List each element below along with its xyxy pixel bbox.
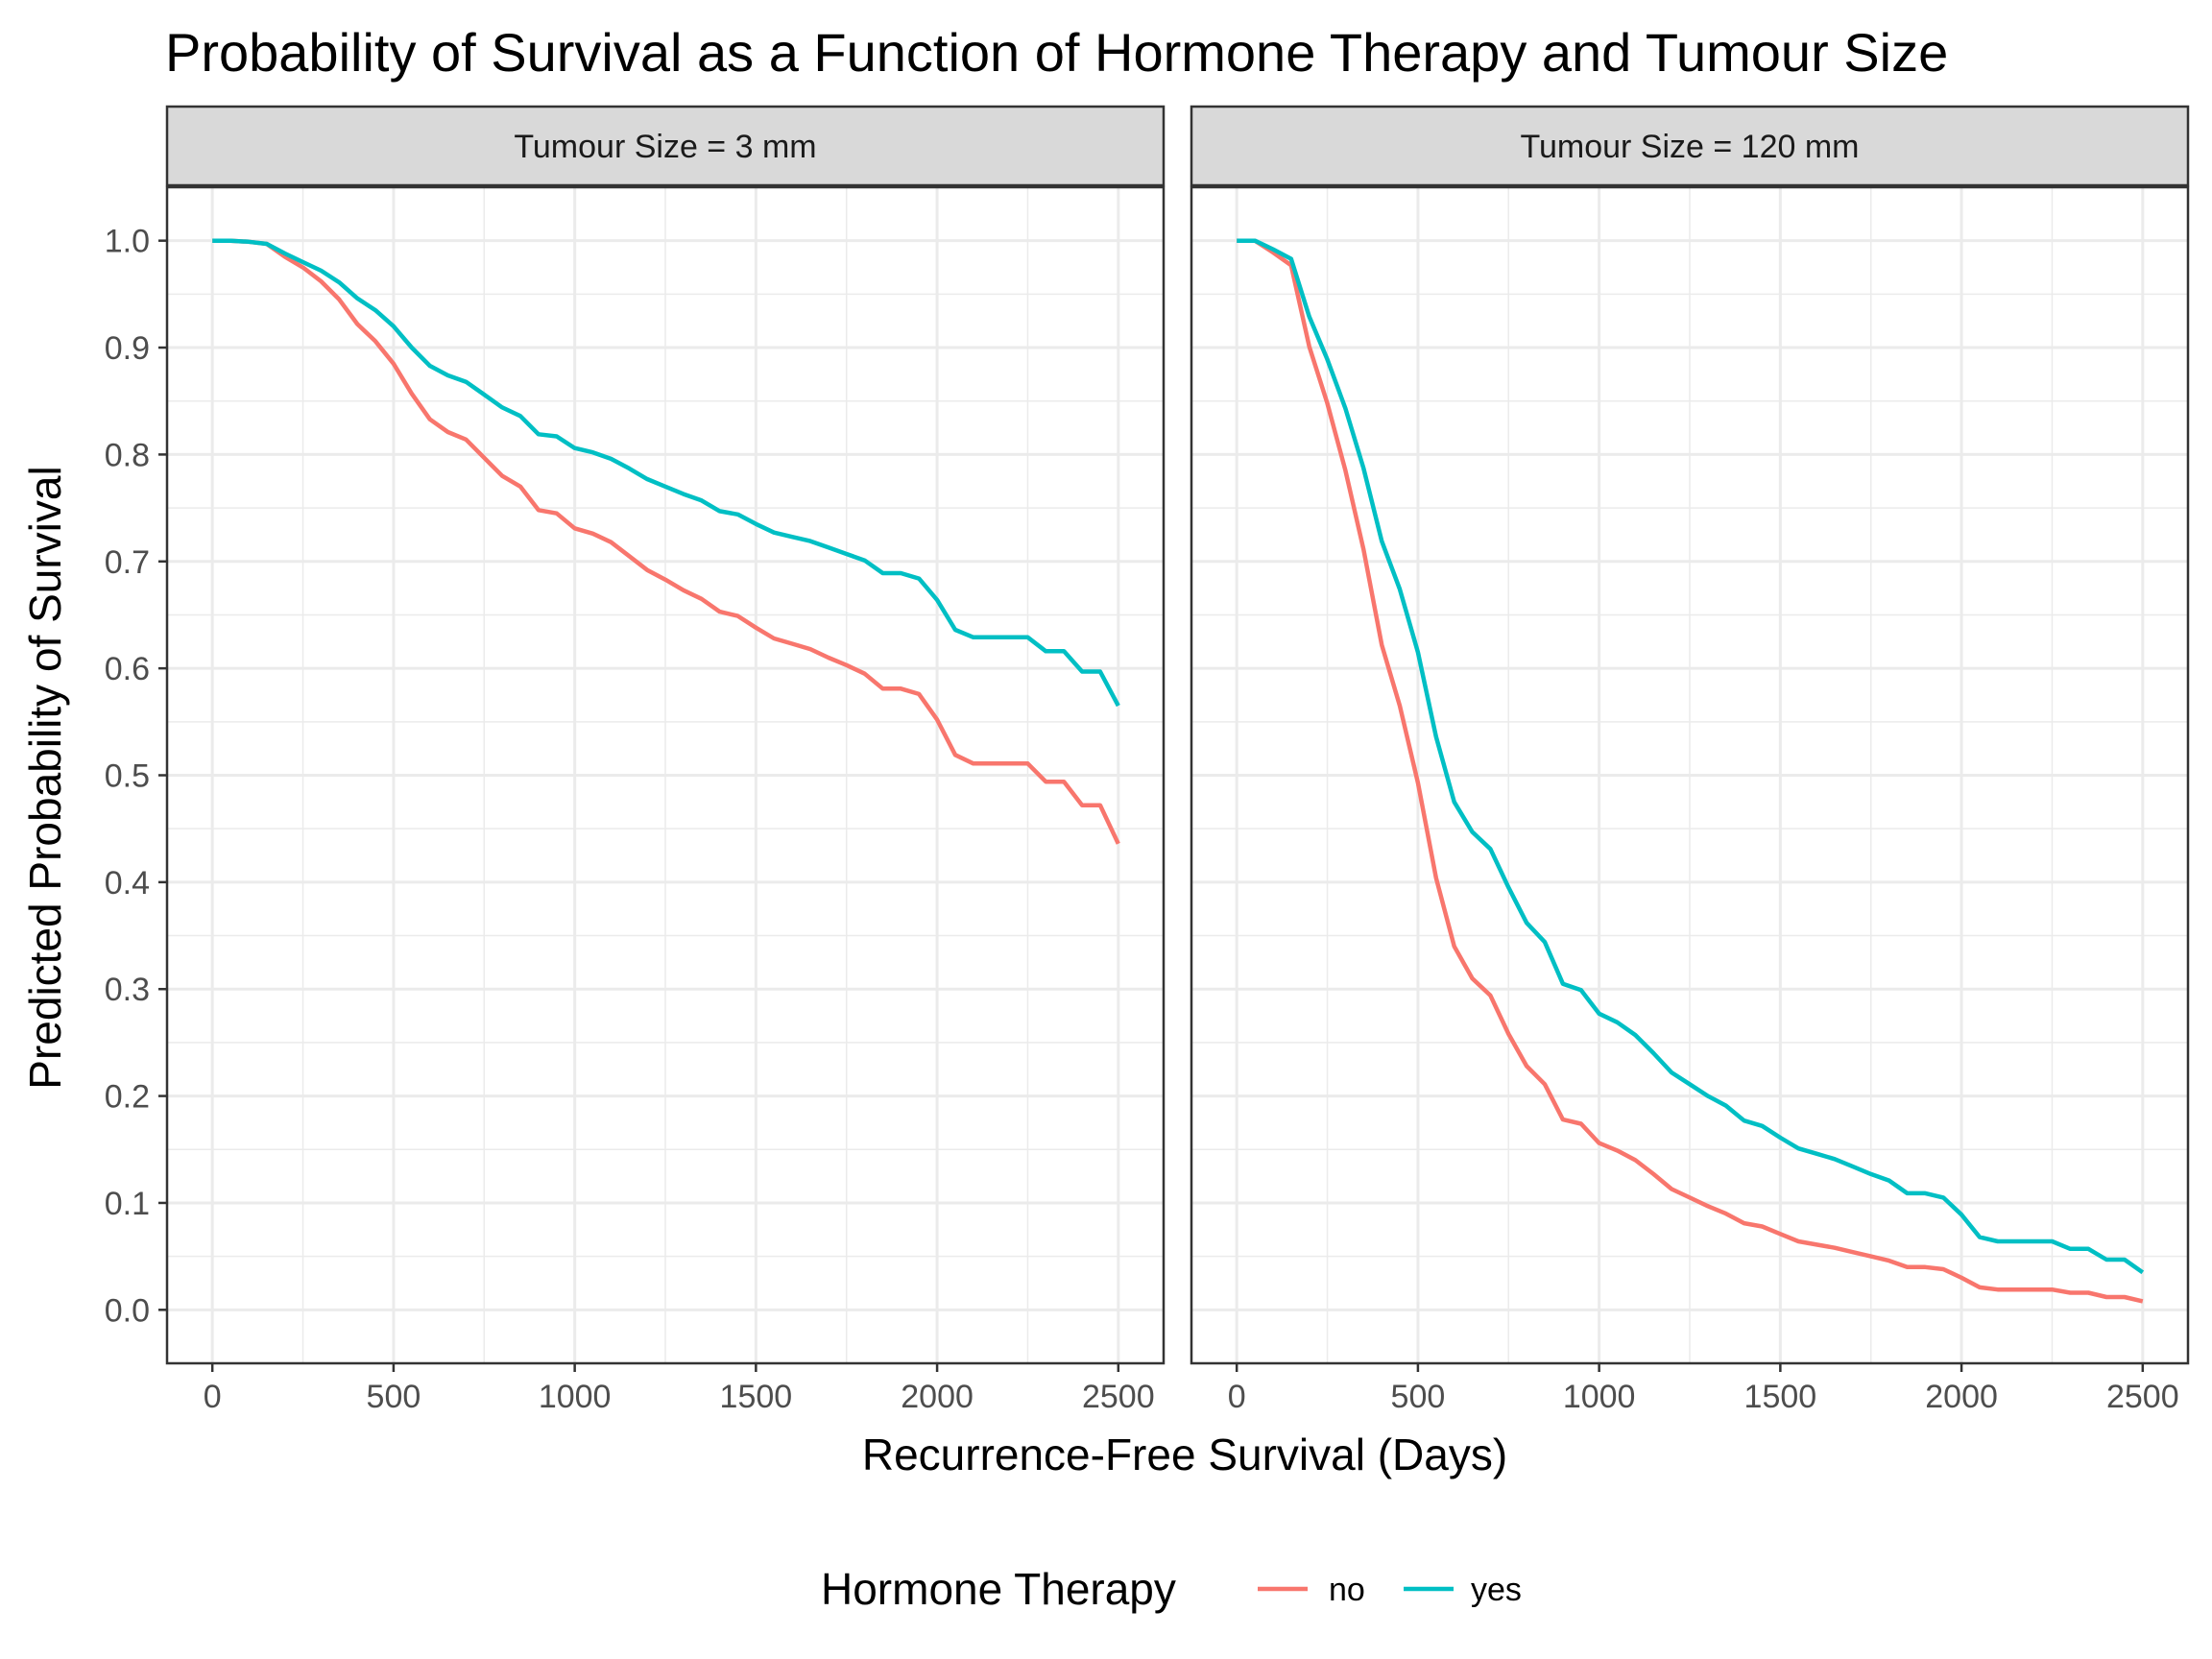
y-tick-label: 0.8 — [105, 437, 150, 473]
x-tick-label: 2000 — [901, 1379, 974, 1415]
y-tick-label: 0.2 — [105, 1079, 150, 1116]
y-tick-label: 1.0 — [105, 224, 150, 260]
facet-strip — [165, 105, 1166, 187]
x-tick-label: 1500 — [1744, 1379, 1817, 1415]
panel-2: Tumour Size = 120 mm 0 500 1000 1500 2000 2500 — [1190, 105, 2190, 1415]
y-tick-label: 0.0 — [105, 1292, 150, 1329]
y-tick-label: 0.7 — [105, 544, 150, 581]
panel-1: Tumour Size = 3 mm 0 500 1000 1500 2000 2500 0.… — [105, 105, 1166, 1415]
x-tick-label: 1000 — [539, 1379, 612, 1415]
series-line-yes — [1237, 238, 2145, 1275]
series-line-no — [212, 238, 1120, 845]
x-tick-label: 0 — [1228, 1379, 1246, 1415]
series-line-no — [1237, 238, 2144, 1304]
chart-title: Probability of Survival as a Function of… — [165, 22, 1948, 83]
y-tick-label: 0.9 — [105, 330, 150, 367]
x-tick-label: 500 — [1391, 1379, 1446, 1415]
legend: Hormone Therapy no yes — [821, 1564, 1522, 1614]
panel-border — [1190, 185, 2190, 1365]
x-tick-label: 2000 — [1925, 1379, 1998, 1415]
y-tick-label: 0.5 — [105, 758, 150, 795]
legend-label-no: no — [1329, 1572, 1365, 1608]
x-axis-title: Recurrence-Free Survival (Days) — [862, 1430, 1507, 1479]
x-tick-label: 500 — [367, 1379, 421, 1415]
x-tick-label: 0 — [204, 1379, 222, 1415]
y-tick-label: 0.3 — [105, 972, 150, 1008]
legend-title: Hormone Therapy — [821, 1564, 1176, 1614]
series-line-yes — [212, 238, 1120, 708]
x-tick-label: 2500 — [2106, 1379, 2179, 1415]
y-tick-label: 0.1 — [105, 1186, 150, 1222]
x-tick-label: 2500 — [1082, 1379, 1155, 1415]
legend-label-yes: yes — [1471, 1572, 1522, 1608]
x-tick-label: 1000 — [1563, 1379, 1636, 1415]
facet-panels: Tumour Size = 3 mm 0 500 1000 1500 2000 2500 0.… — [105, 105, 2190, 1415]
facet-strip — [1190, 105, 2190, 187]
facet-strip-label: Tumour Size = 120 mm — [1520, 129, 1859, 165]
y-tick-label: 0.4 — [105, 865, 150, 902]
facet-strip-label: Tumour Size = 3 mm — [514, 129, 816, 165]
y-tick-label: 0.6 — [105, 651, 150, 687]
x-tick-label: 1500 — [720, 1379, 793, 1415]
y-axis-title: Predicted Probability of Survival — [20, 466, 70, 1089]
